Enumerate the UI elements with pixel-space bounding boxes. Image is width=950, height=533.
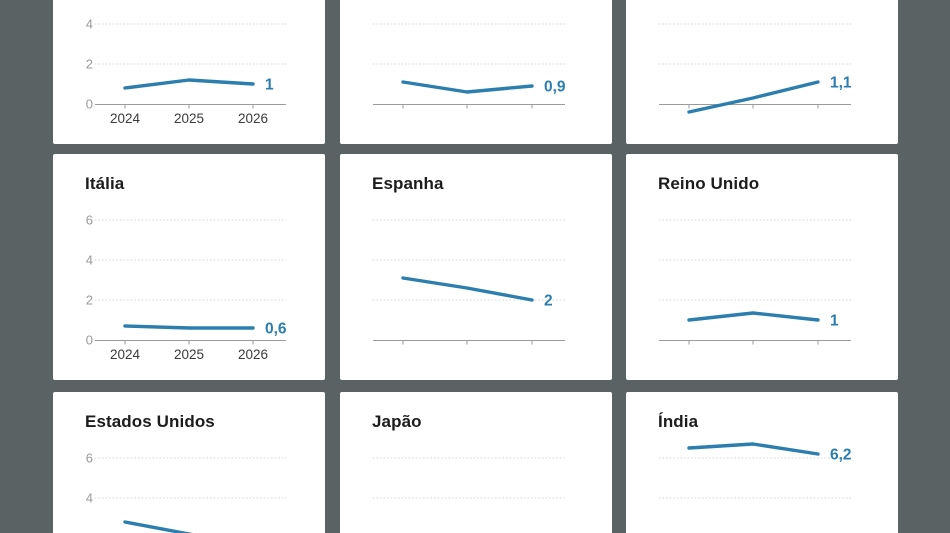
- chart-title: Índia: [658, 412, 699, 431]
- trend-line: [687, 311, 820, 322]
- x-tick-label: 2026: [238, 111, 268, 126]
- x-tick-label: 2024: [110, 347, 141, 362]
- line-chart: 02462024202520261: [86, 17, 287, 126]
- value-label: 0,6: [265, 321, 287, 338]
- line-chart: 0 2 4 6 2024 2025 2026 0,6: [86, 213, 287, 363]
- y-tick-label: 4: [86, 491, 93, 506]
- value-label: 1: [265, 77, 274, 94]
- trend-line: [123, 520, 193, 533]
- x-tick-label: 2025: [174, 347, 204, 362]
- y-tick-label: 6: [86, 213, 93, 228]
- y-tick-label: 2: [86, 57, 93, 72]
- line-chart: 2: [372, 219, 566, 345]
- chart-card: Espanha 2: [340, 154, 612, 380]
- value-label: 2: [544, 293, 553, 310]
- chart-title: Itália: [85, 174, 125, 193]
- chart-card: Itália 0 2 4 6 2024 2025 2026 0,6: [53, 154, 325, 380]
- y-tick-label: 2: [86, 293, 93, 308]
- chart-card: Índia 6,2: [626, 392, 898, 533]
- line-chart: 0,9: [372, 23, 566, 109]
- line-chart: 1: [658, 219, 852, 345]
- trend-line: [687, 80, 820, 114]
- chart-card: 0,9: [340, 0, 612, 144]
- value-label: 6,2: [830, 447, 852, 464]
- y-tick-label: 0: [86, 97, 93, 112]
- trend-line: [687, 442, 820, 456]
- trend-line: [123, 78, 255, 90]
- line-chart: 1,1: [658, 23, 852, 114]
- x-tick-label: 2026: [238, 347, 268, 362]
- y-tick-label: 2: [86, 531, 93, 533]
- value-label: 1,1: [830, 75, 852, 92]
- y-tick-label: 4: [86, 253, 93, 268]
- y-tick-label: 0: [86, 333, 93, 348]
- chart-card: Japão: [340, 392, 612, 533]
- y-tick-label: 6: [86, 451, 93, 466]
- chart-card: Reino Unido 1: [626, 154, 898, 380]
- line-chart: 6,2: [658, 442, 852, 499]
- chart-title: Espanha: [372, 174, 444, 193]
- line-chart: [372, 457, 566, 499]
- chart-card: 1,1: [626, 0, 898, 144]
- trend-line: [123, 324, 255, 330]
- trend-line: [401, 80, 534, 94]
- trend-line: [401, 276, 534, 302]
- chart-title: Reino Unido: [658, 174, 760, 193]
- chart-title: Japão: [372, 412, 422, 431]
- chart-title: Estados Unidos: [85, 412, 215, 431]
- x-tick-label: 2024: [110, 111, 141, 126]
- value-label: 0,9: [544, 79, 566, 96]
- chart-card: 02462024202520261: [53, 0, 325, 144]
- value-label: 1: [830, 313, 839, 330]
- y-tick-label: 4: [86, 17, 93, 32]
- x-tick-label: 2025: [174, 111, 204, 126]
